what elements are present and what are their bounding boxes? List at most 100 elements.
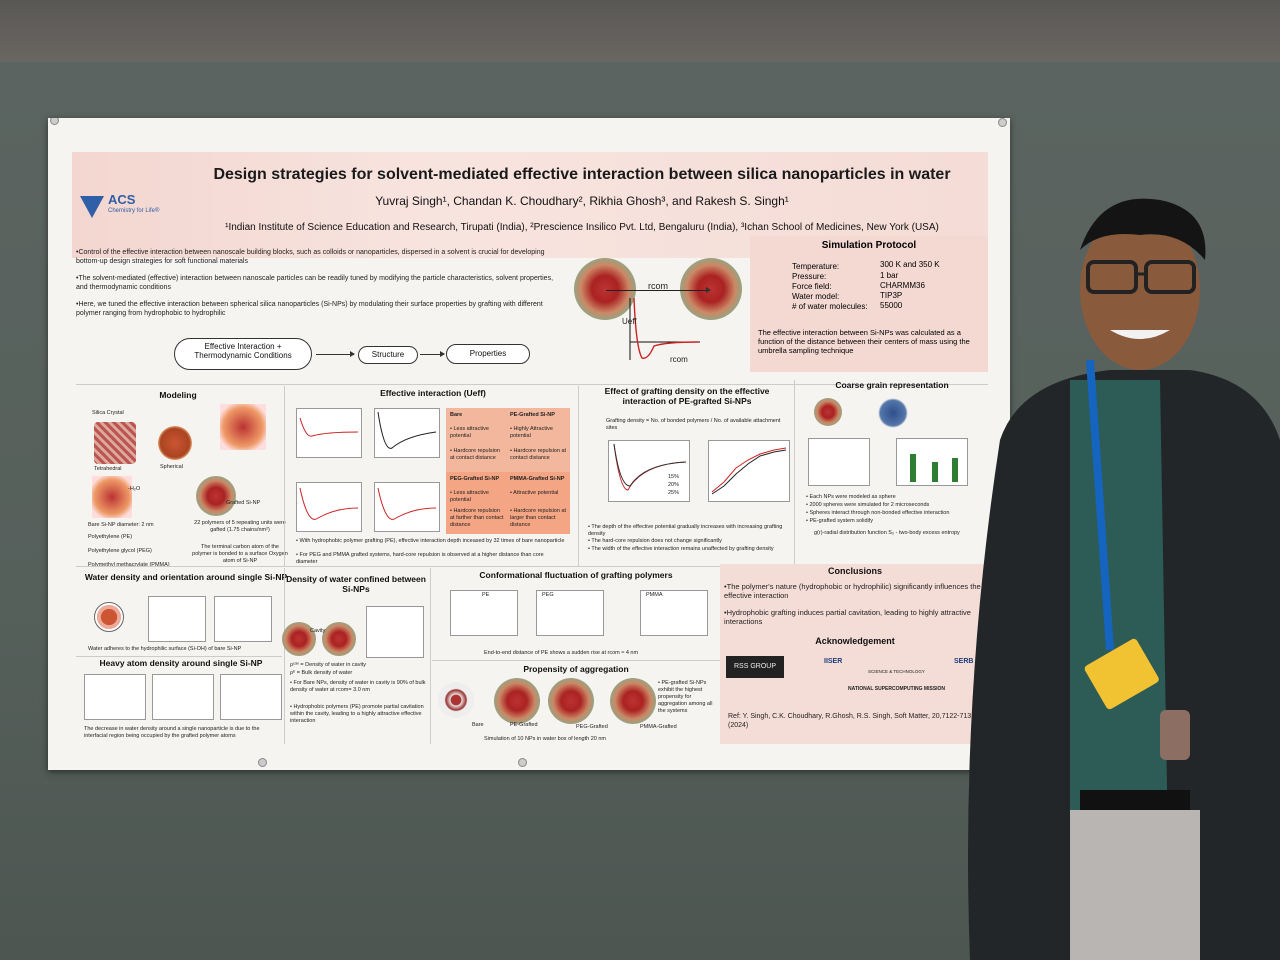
section-divider [76, 566, 720, 567]
agg-pmma-image [610, 678, 656, 724]
flow-box-properties: Properties [446, 344, 530, 364]
section-propensity: Propensity of aggregation [523, 664, 629, 674]
nanoparticle-image [574, 258, 636, 320]
ueff-bullet: • For PEG and PMMA grafted systems, hard… [296, 552, 544, 565]
cg-sphere-image [878, 398, 908, 428]
sim-label: Temperature: [792, 262, 840, 271]
cavity-np-image [322, 622, 356, 656]
section-heavy-atom: Heavy atom density around single Si-NP [99, 658, 263, 668]
acs-triangle-icon [80, 196, 104, 218]
intro-text: •Control of the effective interaction be… [76, 248, 556, 326]
ueff-cell: • Less attractive potential [450, 426, 489, 439]
rcom-axis-label: rcom [670, 355, 688, 364]
simulation-protocol: Simulation Protocol Temperature: 300 K a… [750, 236, 988, 372]
confined-note: ρᶜᵃᵛ = Density of water in cavity [290, 662, 366, 668]
section-effective-interaction: Effective interaction (Ueff) [380, 388, 486, 398]
sim-value: 300 K and 350 K [880, 260, 940, 269]
section-coarse-grain: Coarse grain representation [835, 380, 949, 390]
ueff-sketch [629, 298, 700, 360]
sim-note: The effective interaction between Si-NPs… [758, 328, 970, 355]
heavy-plot-pe [84, 674, 146, 720]
cg-np-image [814, 398, 842, 426]
section-divider [430, 568, 431, 744]
serb-logo: SERB [954, 658, 974, 665]
ueff-plot-pmma [374, 482, 440, 532]
modeling-label: Silica Crystal [92, 410, 124, 416]
conform-note: End-to-end distance of PE shows a sudden… [484, 650, 639, 656]
cavity-np-image [282, 622, 316, 656]
flow-box-structure: Structure [358, 346, 418, 364]
iiser-logo: IISER [824, 658, 843, 665]
intro-point: •The solvent-mediated (effective) intera… [76, 275, 554, 291]
cg-bar [910, 454, 916, 482]
section-density-confined: Density of water confined between Si-NPs [286, 574, 426, 594]
agg-label: PMMA-Grafted [640, 724, 677, 730]
pin-icon [998, 118, 1007, 127]
modeling-label: The terminal carbon atom of the polymer … [192, 544, 288, 564]
conform-plot-pe [450, 590, 518, 636]
ueff-cell: • Hardcore repulsion at larger than cont… [510, 508, 567, 528]
water-shell-image [94, 602, 124, 632]
flow-arrow-icon [316, 351, 355, 357]
section-water-density: Water density and orientation around sin… [84, 572, 288, 582]
sim-label: # of water molecules: [792, 302, 868, 311]
cg-bullet: • Spheres interact through non-bonded ef… [806, 510, 950, 516]
section-divider [794, 380, 795, 566]
ueff-cell: • Hardcore repulsion at farther than con… [450, 508, 504, 528]
grafting-ueff-plot [608, 440, 690, 502]
modeling-label: Bare Si-NP diameter: 2 nm [88, 522, 154, 528]
presenter-person [968, 198, 1280, 960]
grafting-formula: Grafting density = No. of bonded polymer… [606, 418, 781, 431]
section-divider [76, 656, 282, 657]
zoom-np-image [220, 404, 266, 450]
ueff-cell: • Hardcore repulsion at contact distance [510, 448, 567, 461]
rcom-label: rcom [648, 281, 668, 291]
confined-note: • For Bare NPs, density of water in cavi… [290, 680, 426, 693]
grafted-np-image [196, 476, 236, 516]
intro-point: •Here, we tuned the effective interactio… [76, 301, 543, 317]
ueff-table-bottom [446, 472, 570, 534]
sim-value: CHARMM36 [880, 281, 925, 290]
flow-arrow-icon [420, 351, 445, 357]
ueff-label: Ueff [622, 317, 637, 326]
legend-entry: 25% [668, 490, 680, 496]
cg-bar [932, 462, 938, 482]
conform-plot-pmma [640, 590, 708, 636]
acs-logo: ACS Chemistry for Life® [80, 192, 170, 228]
nanoparticle-image [680, 258, 742, 320]
section-modeling: Modeling [159, 390, 197, 400]
legend-entry: 20% [668, 482, 680, 488]
conclusion-point: •The polymer's nature (hydrophobic or hy… [724, 582, 981, 600]
sim-value: 1 bar [880, 271, 899, 280]
section-conclusions: Conclusions [827, 566, 882, 576]
poster: ACS Chemistry for Life® Design strategie… [48, 118, 1010, 770]
grafting-gr-plot [708, 440, 790, 502]
modeling-label: 22 polymers of 5 repeating units were ga… [194, 520, 286, 533]
grafting-bullet: • The width of the effective interaction… [588, 546, 774, 552]
ueff-pe-head: PE-Grafted Si-NP [510, 412, 555, 418]
section-divider [284, 568, 285, 744]
agg-caption: Simulation of 10 NPs in water box of len… [484, 736, 606, 742]
ueff-plot-peg [296, 482, 362, 532]
agg-pe-image [494, 678, 540, 724]
cavity-label: Cavity [310, 628, 326, 634]
confined-note: ρᵇ = Bulk density of water [290, 670, 353, 676]
modeling-label: Polymethyl methacrylate (PMMA) [88, 562, 170, 568]
sim-label: Pressure: [792, 272, 827, 281]
poster-authors: Yuvraj Singh¹, Chandan K. Choudhary², Ri… [375, 194, 789, 208]
pin-icon [50, 118, 59, 125]
cg-bullet: • PE-grafted system solidify [806, 518, 874, 524]
logo-name: ACS [108, 192, 136, 207]
conform-label: PMMA [646, 592, 663, 598]
section-grafting-density: Effect of grafting density on the effect… [604, 386, 770, 406]
legend-entry: 15% [668, 474, 680, 480]
cg-bullet: • Each NPs were modeled as sphere [806, 494, 896, 500]
ceiling [0, 0, 1280, 70]
ueff-cell: • Attractive potential [510, 490, 559, 496]
heavy-plot-pmma [220, 674, 282, 720]
ueff-bullet: • With hydrophobic polymer grafting (PE)… [296, 538, 565, 544]
agg-note: • PE-grafted Si-NPs exhibit the highest … [658, 680, 713, 714]
water-density-plot [148, 596, 206, 642]
conform-plot-peg [536, 590, 604, 636]
sim-label: Water model: [792, 292, 840, 301]
